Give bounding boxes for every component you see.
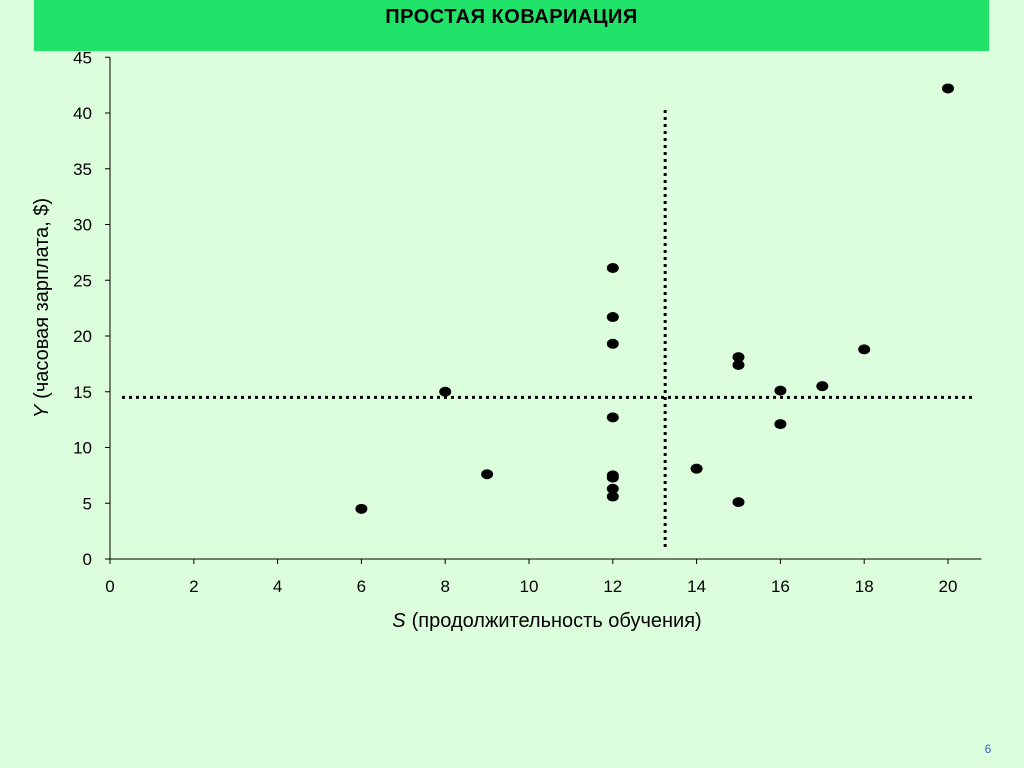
x-axis-variable: S [392,610,406,632]
data-points [355,83,954,514]
chart-axes [105,56,982,564]
data-point [606,262,619,273]
data-point [355,503,368,514]
data-point [732,359,745,370]
data-point [816,381,829,392]
y-tick-label: 25 [73,271,92,290]
y-axis-variable: Y [31,403,53,418]
tick-labels: 0 5 10 15 20 25 30 35 40 45 0 2 4 6 8 10 12 14 16 18 20 [73,48,957,596]
x-tick-label: 16 [771,577,790,596]
data-point [606,472,619,483]
slide-title: ПРОСТАЯ КОВАРИАЦИЯ [385,6,638,28]
data-point [732,352,745,363]
data-point [606,338,619,349]
x-tick-label: 6 [357,577,366,596]
x-tick-label: 4 [273,577,282,596]
y-tick-label: 45 [73,48,92,67]
y-tick-label: 40 [73,104,92,123]
y-tick-label: 5 [83,494,92,513]
x-tick-label: 0 [105,577,114,596]
data-point [774,385,787,396]
x-tick-label: 8 [440,577,449,596]
data-point [858,344,871,355]
data-point [774,419,787,430]
data-point [942,83,954,94]
data-point [606,491,619,502]
x-axis-title: S (продолжительность обучения) [392,610,701,632]
y-tick-label: 30 [73,216,92,235]
x-tick-label: 12 [603,577,622,596]
data-point [690,463,703,474]
data-point [606,312,619,323]
data-point [439,386,452,397]
mean-reference-lines [122,110,972,551]
y-tick-label: 10 [73,439,92,458]
x-axis-label: (продолжительность обучения) [412,610,702,632]
y-axis-title: Y (часовая зарплата, $) [31,198,53,418]
y-tick-label: 15 [73,383,92,402]
y-tick-label: 20 [73,327,92,346]
data-point [606,483,619,494]
y-axis-label: (часовая зарплата, $) [31,198,53,399]
y-tick-label: 35 [73,160,92,179]
data-point [606,412,619,423]
data-point [481,469,494,480]
data-point [732,497,745,508]
x-tick-label: 20 [939,577,958,596]
x-tick-label: 14 [687,577,706,596]
y-tick-label: 0 [83,550,92,569]
x-tick-label: 18 [855,577,874,596]
x-tick-label: 2 [189,577,198,596]
x-tick-label: 10 [520,577,539,596]
title-bar: ПРОСТАЯ КОВАРИАЦИЯ [34,0,989,51]
page-number: 6 [984,742,992,756]
